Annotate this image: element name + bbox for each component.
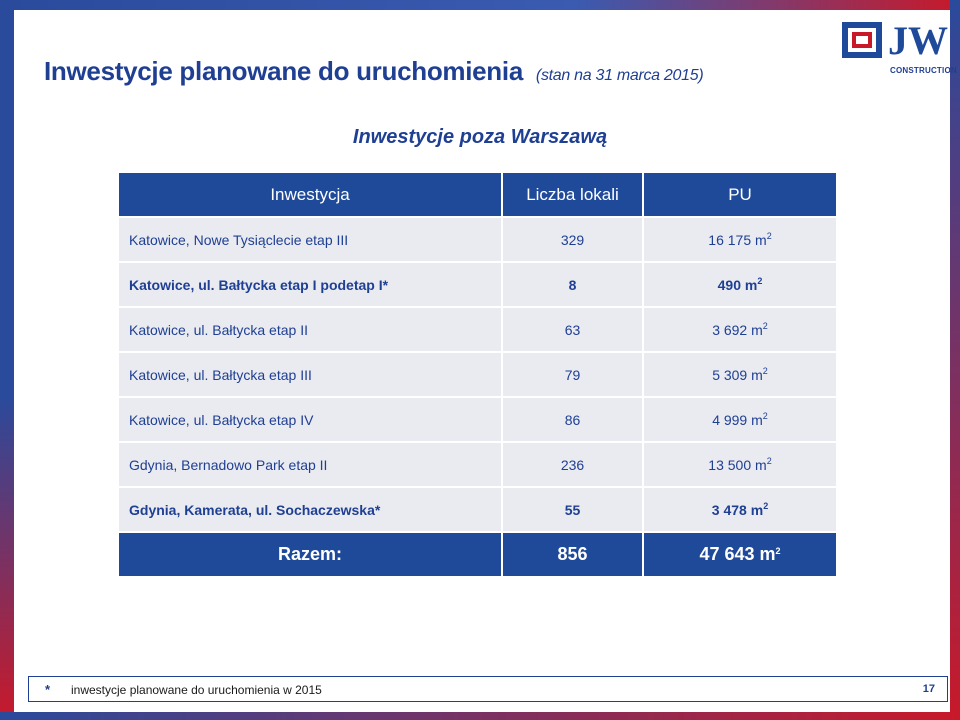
cell-pu: 5 309 m2 [644, 353, 836, 396]
footnote-text: inwestycje planowane do uruchomienia w 2… [71, 683, 322, 697]
page-number: 17 [922, 683, 935, 695]
pu-unit: m [751, 321, 763, 338]
logo-mark: JW [888, 18, 948, 62]
table-row: Katowice, ul. Bałtycka etap II 63 3 692 … [119, 308, 836, 351]
slide-frame-top [0, 0, 960, 10]
table-row: Katowice, ul. Bałtycka etap I podetap I*… [119, 263, 836, 306]
pu-unit: m [744, 276, 758, 293]
total-units: 856 [503, 533, 642, 576]
cell-units: 8 [503, 263, 642, 306]
pu-value: 490 [717, 276, 741, 293]
cell-units: 236 [503, 443, 642, 486]
total-label: Razem: [119, 533, 501, 576]
cell-investment: Katowice, ul. Bałtycka etap II [119, 308, 501, 351]
pu-value: 3 478 [711, 501, 747, 518]
logo-subtext: CONSTRUCTION [890, 66, 957, 75]
cell-investment: Gdynia, Bernadowo Park etap II [119, 443, 501, 486]
pu-unit-power: 2 [762, 320, 768, 331]
cell-investment: Gdynia, Kamerata, ul. Sochaczewska* [119, 488, 501, 531]
table-row: Katowice, ul. Bałtycka etap III 79 5 309… [119, 353, 836, 396]
cell-pu: 4 999 m2 [644, 398, 836, 441]
cell-investment: Katowice, ul. Bałtycka etap I podetap I* [119, 263, 501, 306]
page-title-text: Inwestycje planowane do uruchomienia [44, 56, 523, 86]
header-investment: Inwestycja [119, 173, 501, 216]
jw-logo-icon: JW [842, 18, 948, 63]
slide-frame-right [950, 0, 960, 720]
pu-unit-power: 2 [766, 230, 772, 241]
cell-investment: Katowice, ul. Bałtycka etap III [119, 353, 501, 396]
slide-frame-left [0, 0, 14, 720]
pu-unit: m [755, 456, 767, 473]
header-pu: PU [644, 173, 836, 216]
table-row: Katowice, Nowe Tysiąclecie etap III 329 … [119, 218, 836, 261]
cell-pu: 16 175 m2 [644, 218, 836, 261]
pu-unit-power: 2 [775, 546, 781, 556]
cell-investment: Katowice, Nowe Tysiąclecie etap III [119, 218, 501, 261]
cell-units: 55 [503, 488, 642, 531]
pu-value: 5 309 [712, 366, 748, 383]
page-title: Inwestycje planowane do uruchomienia (st… [44, 56, 704, 87]
cell-units: 86 [503, 398, 642, 441]
pu-unit-power: 2 [762, 410, 768, 421]
company-logo: JW CONSTRUCTION [840, 16, 957, 75]
cell-pu: 490 m2 [644, 263, 836, 306]
total-pu: 47 643 m2 [644, 533, 836, 576]
cell-units: 63 [503, 308, 642, 351]
cell-pu: 13 500 m2 [644, 443, 836, 486]
pu-unit-power: 2 [757, 275, 763, 286]
table-row: Katowice, ul. Bałtycka etap IV 86 4 999 … [119, 398, 836, 441]
slide-frame-bottom [0, 712, 960, 720]
table-header-row: Inwestycja Liczba lokali PU [119, 173, 836, 216]
table-row: Gdynia, Bernadowo Park etap II 236 13 50… [119, 443, 836, 486]
cell-units: 79 [503, 353, 642, 396]
pu-unit-power: 2 [762, 365, 768, 376]
cell-pu: 3 478 m2 [644, 488, 836, 531]
pu-value: 13 500 [708, 456, 752, 473]
pu-unit: m [751, 366, 763, 383]
page-subtitle: (stan na 31 marca 2015) [535, 67, 704, 84]
section-heading: Inwestycje poza Warszawą [352, 126, 608, 148]
pu-unit: m [751, 411, 763, 428]
cell-pu: 3 692 m2 [644, 308, 836, 351]
pu-unit-power: 2 [766, 455, 772, 466]
pu-value: 3 692 [712, 321, 748, 338]
pu-unit: m [759, 544, 776, 564]
investments-table: Inwestycja Liczba lokali PU Katowice, No… [117, 171, 838, 578]
footnote-box: * inwestycje planowane do uruchomienia w… [28, 676, 948, 702]
header-units: Liczba lokali [503, 173, 642, 216]
pu-unit: m [755, 231, 767, 248]
table-row: Gdynia, Kamerata, ul. Sochaczewska* 55 3… [119, 488, 836, 531]
pu-value: 16 175 [708, 231, 752, 248]
cell-units: 329 [503, 218, 642, 261]
total-pu-value: 47 643 [699, 544, 755, 564]
pu-value: 4 999 [712, 411, 748, 428]
pu-unit-power: 2 [763, 500, 769, 511]
footnote-star: * [45, 682, 51, 697]
cell-investment: Katowice, ul. Bałtycka etap IV [119, 398, 501, 441]
table-total-row: Razem: 856 47 643 m2 [119, 533, 836, 576]
pu-unit: m [750, 501, 764, 518]
